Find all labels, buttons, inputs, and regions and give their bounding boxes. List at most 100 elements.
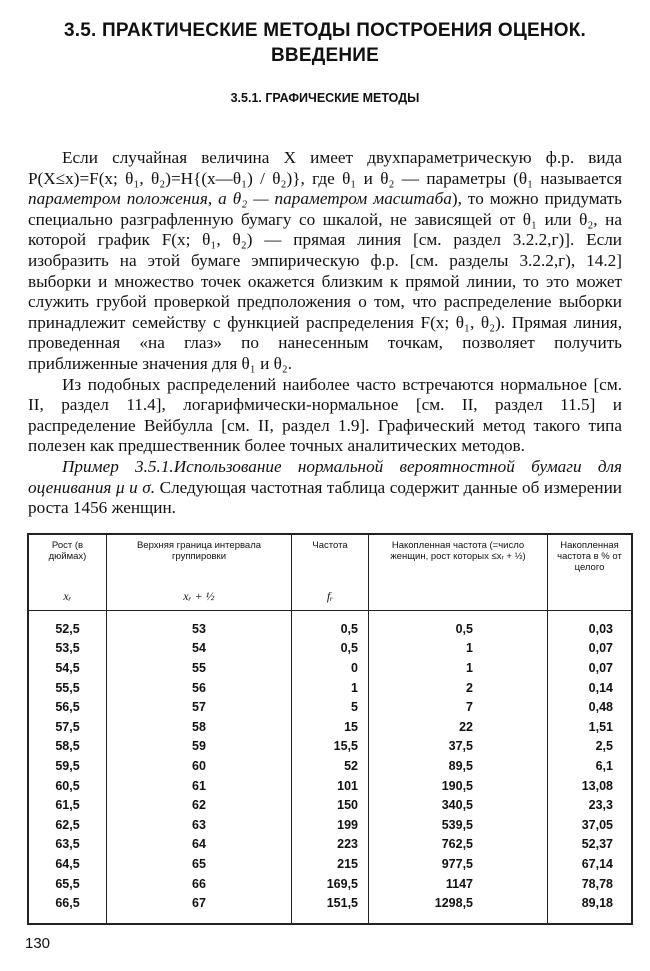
page-number: 130 (25, 935, 51, 952)
table-row: 65,5 66 169,5 1147 78,78 (28, 873, 632, 894)
header-symbol: xᵣ + ½ (183, 589, 215, 603)
table-cell: 64,5 (28, 854, 107, 874)
table-cell: 5 (291, 697, 369, 717)
table-cell: 66,5 (28, 893, 107, 924)
table-cell: 54,5 (28, 658, 107, 678)
table-row: 55,5 56 1 2 0,14 (28, 677, 632, 698)
paragraph-1: Если случайная величина X имеет двухпара… (28, 148, 622, 375)
table-cell: 2 (368, 677, 548, 698)
table-cell: 53 (106, 610, 292, 639)
table-cell: 59 (106, 736, 292, 757)
table-cell: 151,5 (291, 893, 369, 924)
table-cell: 52 (291, 756, 369, 776)
table-cell: 1 (291, 677, 369, 698)
table-cell: 190,5 (368, 775, 548, 796)
table-cell: 66 (106, 873, 292, 894)
table-cell: 0,48 (588, 700, 613, 715)
table-cell: 65,5 (28, 873, 107, 894)
table-cell: 56,5 (28, 697, 107, 717)
table-cell: 65 (106, 854, 292, 874)
table-cell: 0,5 (291, 610, 369, 639)
table-cell: 13,08 (581, 778, 613, 793)
table-cell: 22 (368, 716, 548, 737)
table-cell: 52,37 (581, 837, 613, 852)
table-cell: 67,14 (581, 856, 613, 871)
table-cell: 1 (368, 638, 548, 659)
table-cell: 57 (106, 697, 292, 717)
paragraph-2: Из подобных распределений наиболее часто… (28, 374, 622, 456)
table-row: 52,5 53 0,5 0,5 0,03 (28, 610, 632, 639)
table-cell: 199 (291, 814, 369, 835)
table-cell: 1298,5 (368, 893, 548, 924)
table-cell: 63 (106, 814, 292, 835)
header-frequency: Частота fᵣ (291, 534, 369, 611)
table-cell: 60 (106, 756, 292, 776)
table-cell: 1 (368, 658, 548, 678)
table-cell: 37,5 (368, 736, 548, 757)
table-cell: 150 (291, 795, 369, 815)
table-cell: 62 (106, 795, 292, 815)
table-cell: 0,07 (588, 641, 613, 656)
table-cell: 37,05 (581, 817, 613, 832)
body-text: Если случайная величина X имеет двухпара… (28, 148, 622, 519)
table-cell: 89,18 (581, 896, 613, 911)
table-cell: 0,14 (588, 680, 613, 695)
table-row: 57,5 58 15 22 1,51 (28, 716, 632, 737)
table-cell: 762,5 (368, 834, 548, 855)
paragraph-3-text: Следующая частотная таблица содержит дан… (28, 477, 622, 518)
table-cell: 6,1 (595, 758, 613, 773)
table-row: 61,5 62 150 340,5 23,3 (28, 795, 632, 815)
table-row: 64,5 65 215 977,5 67,14 (28, 854, 632, 874)
table-cell: 61,5 (28, 795, 107, 815)
table-cell: 2,5 (595, 739, 613, 754)
table-row: 60,5 61 101 190,5 13,08 (28, 775, 632, 796)
paragraph-1-part-a: Если случайная величина X имеет двухпара… (28, 148, 622, 188)
table-cell: 60,5 (28, 775, 107, 796)
section-title-line2: ВВЕДЕНИЕ (271, 45, 379, 66)
paragraph-1-part-c: ), то можно придумать специально разграф… (28, 189, 622, 373)
table-row: 62,5 63 199 539,5 37,05 (28, 814, 632, 835)
subsection-title: 3.5.1. ГРАФИЧЕСКИЕ МЕТОДЫ (230, 91, 420, 105)
table-row: 66,5 67 151,5 1298,5 89,18 (28, 893, 632, 924)
table-cell: 215 (291, 854, 369, 874)
header-cumulative: Накопленная частота (=число женщин, рост… (368, 534, 548, 611)
section-title-line1: 3.5. ПРАКТИЧЕСКИЕ МЕТОДЫ ПОСТРОЕНИЯ ОЦЕН… (64, 20, 586, 41)
header-upper-bound: Верхняя граница интервала группировки xᵣ … (106, 534, 292, 611)
table-cell: 169,5 (291, 873, 369, 894)
table-cell: 0,5 (291, 638, 369, 659)
table-cell: 1,51 (588, 719, 613, 734)
table-cell: 55,5 (28, 677, 107, 698)
table-cell: 89,5 (368, 756, 548, 776)
table-cell: 57,5 (28, 716, 107, 737)
table-cell: 55 (106, 658, 292, 678)
table-cell: 0,5 (368, 610, 548, 639)
table-row: 54,5 55 0 1 0,07 (28, 658, 632, 678)
table-cell: 64 (106, 834, 292, 855)
section-title: 3.5. ПРАКТИЧЕСКИЕ МЕТОДЫ ПОСТРОЕНИЯ ОЦЕН… (0, 18, 650, 68)
table-row: 63,5 64 223 762,5 52,37 (28, 834, 632, 855)
table-cell: 340,5 (368, 795, 548, 815)
table-cell: 0,03 (588, 621, 613, 636)
height-frequency-table: Рост (в дюймах) xᵣ Верхняя граница интерв… (27, 533, 633, 925)
table-cell: 56 (106, 677, 292, 698)
table-cell: 101 (291, 775, 369, 796)
paragraph-3: Пример 3.5.1.Использование нормальной ве… (28, 457, 622, 519)
table-cell: 539,5 (368, 814, 548, 835)
header-height: Рост (в дюймах) xᵣ (28, 534, 107, 611)
header-symbol: xᵣ (63, 589, 72, 603)
table-cell: 7 (368, 697, 548, 717)
table-cell: 67 (106, 893, 292, 924)
header-cumulative-percent: Накопленная частота в % от целого (547, 534, 632, 611)
example-title: Пример 3.5.1.Использование нормальной ве… (28, 456, 622, 497)
table-cell: 223 (291, 834, 369, 855)
table-cell: 15,5 (291, 736, 369, 757)
table-cell: 15 (291, 716, 369, 737)
table-cell: 53,5 (28, 638, 107, 659)
header-symbol: fᵣ (326, 589, 334, 603)
table-cell: 78,78 (581, 876, 613, 891)
table-cell: 58,5 (28, 736, 107, 757)
table-row: 56,5 57 5 7 0,48 (28, 697, 632, 717)
table-cell: 0 (291, 658, 369, 678)
table-cell: 0,07 (588, 660, 613, 675)
table-cell: 63,5 (28, 834, 107, 855)
